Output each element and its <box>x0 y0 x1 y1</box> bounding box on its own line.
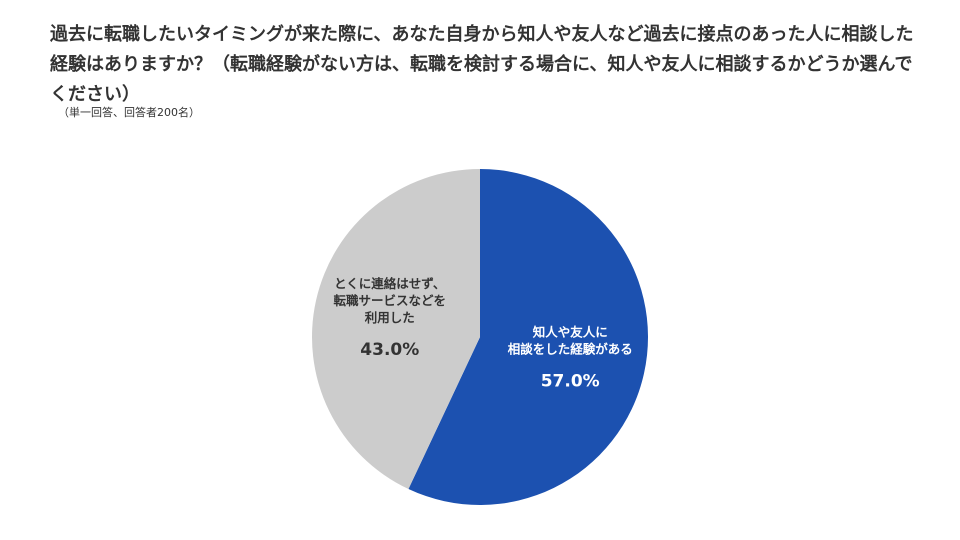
slice-2-label-line-2: 転職サービスなどを <box>334 293 447 308</box>
slice-2-value-label: 43.0% <box>360 340 419 360</box>
slice-2-label-line-1: とくに連絡はせず、 <box>334 276 445 291</box>
slice-1-value-label: 57.0% <box>541 372 600 392</box>
response-note: （単一回答、回答者200名） <box>58 106 200 119</box>
slice-1-label-line-1: 知人や友人に <box>532 325 608 340</box>
pie-slices <box>312 169 649 505</box>
chart-title: 過去に転職したいタイミングが来た際に、あなた自身から知人や友人など過去に接点のあ… <box>50 24 914 105</box>
pie-slice-1 <box>408 169 649 505</box>
slice-2-label-line-3: 利用した <box>365 310 415 325</box>
pie-slice-2 <box>312 169 480 490</box>
slice-1-label-line-2: 相談をした経験がある <box>508 342 633 357</box>
